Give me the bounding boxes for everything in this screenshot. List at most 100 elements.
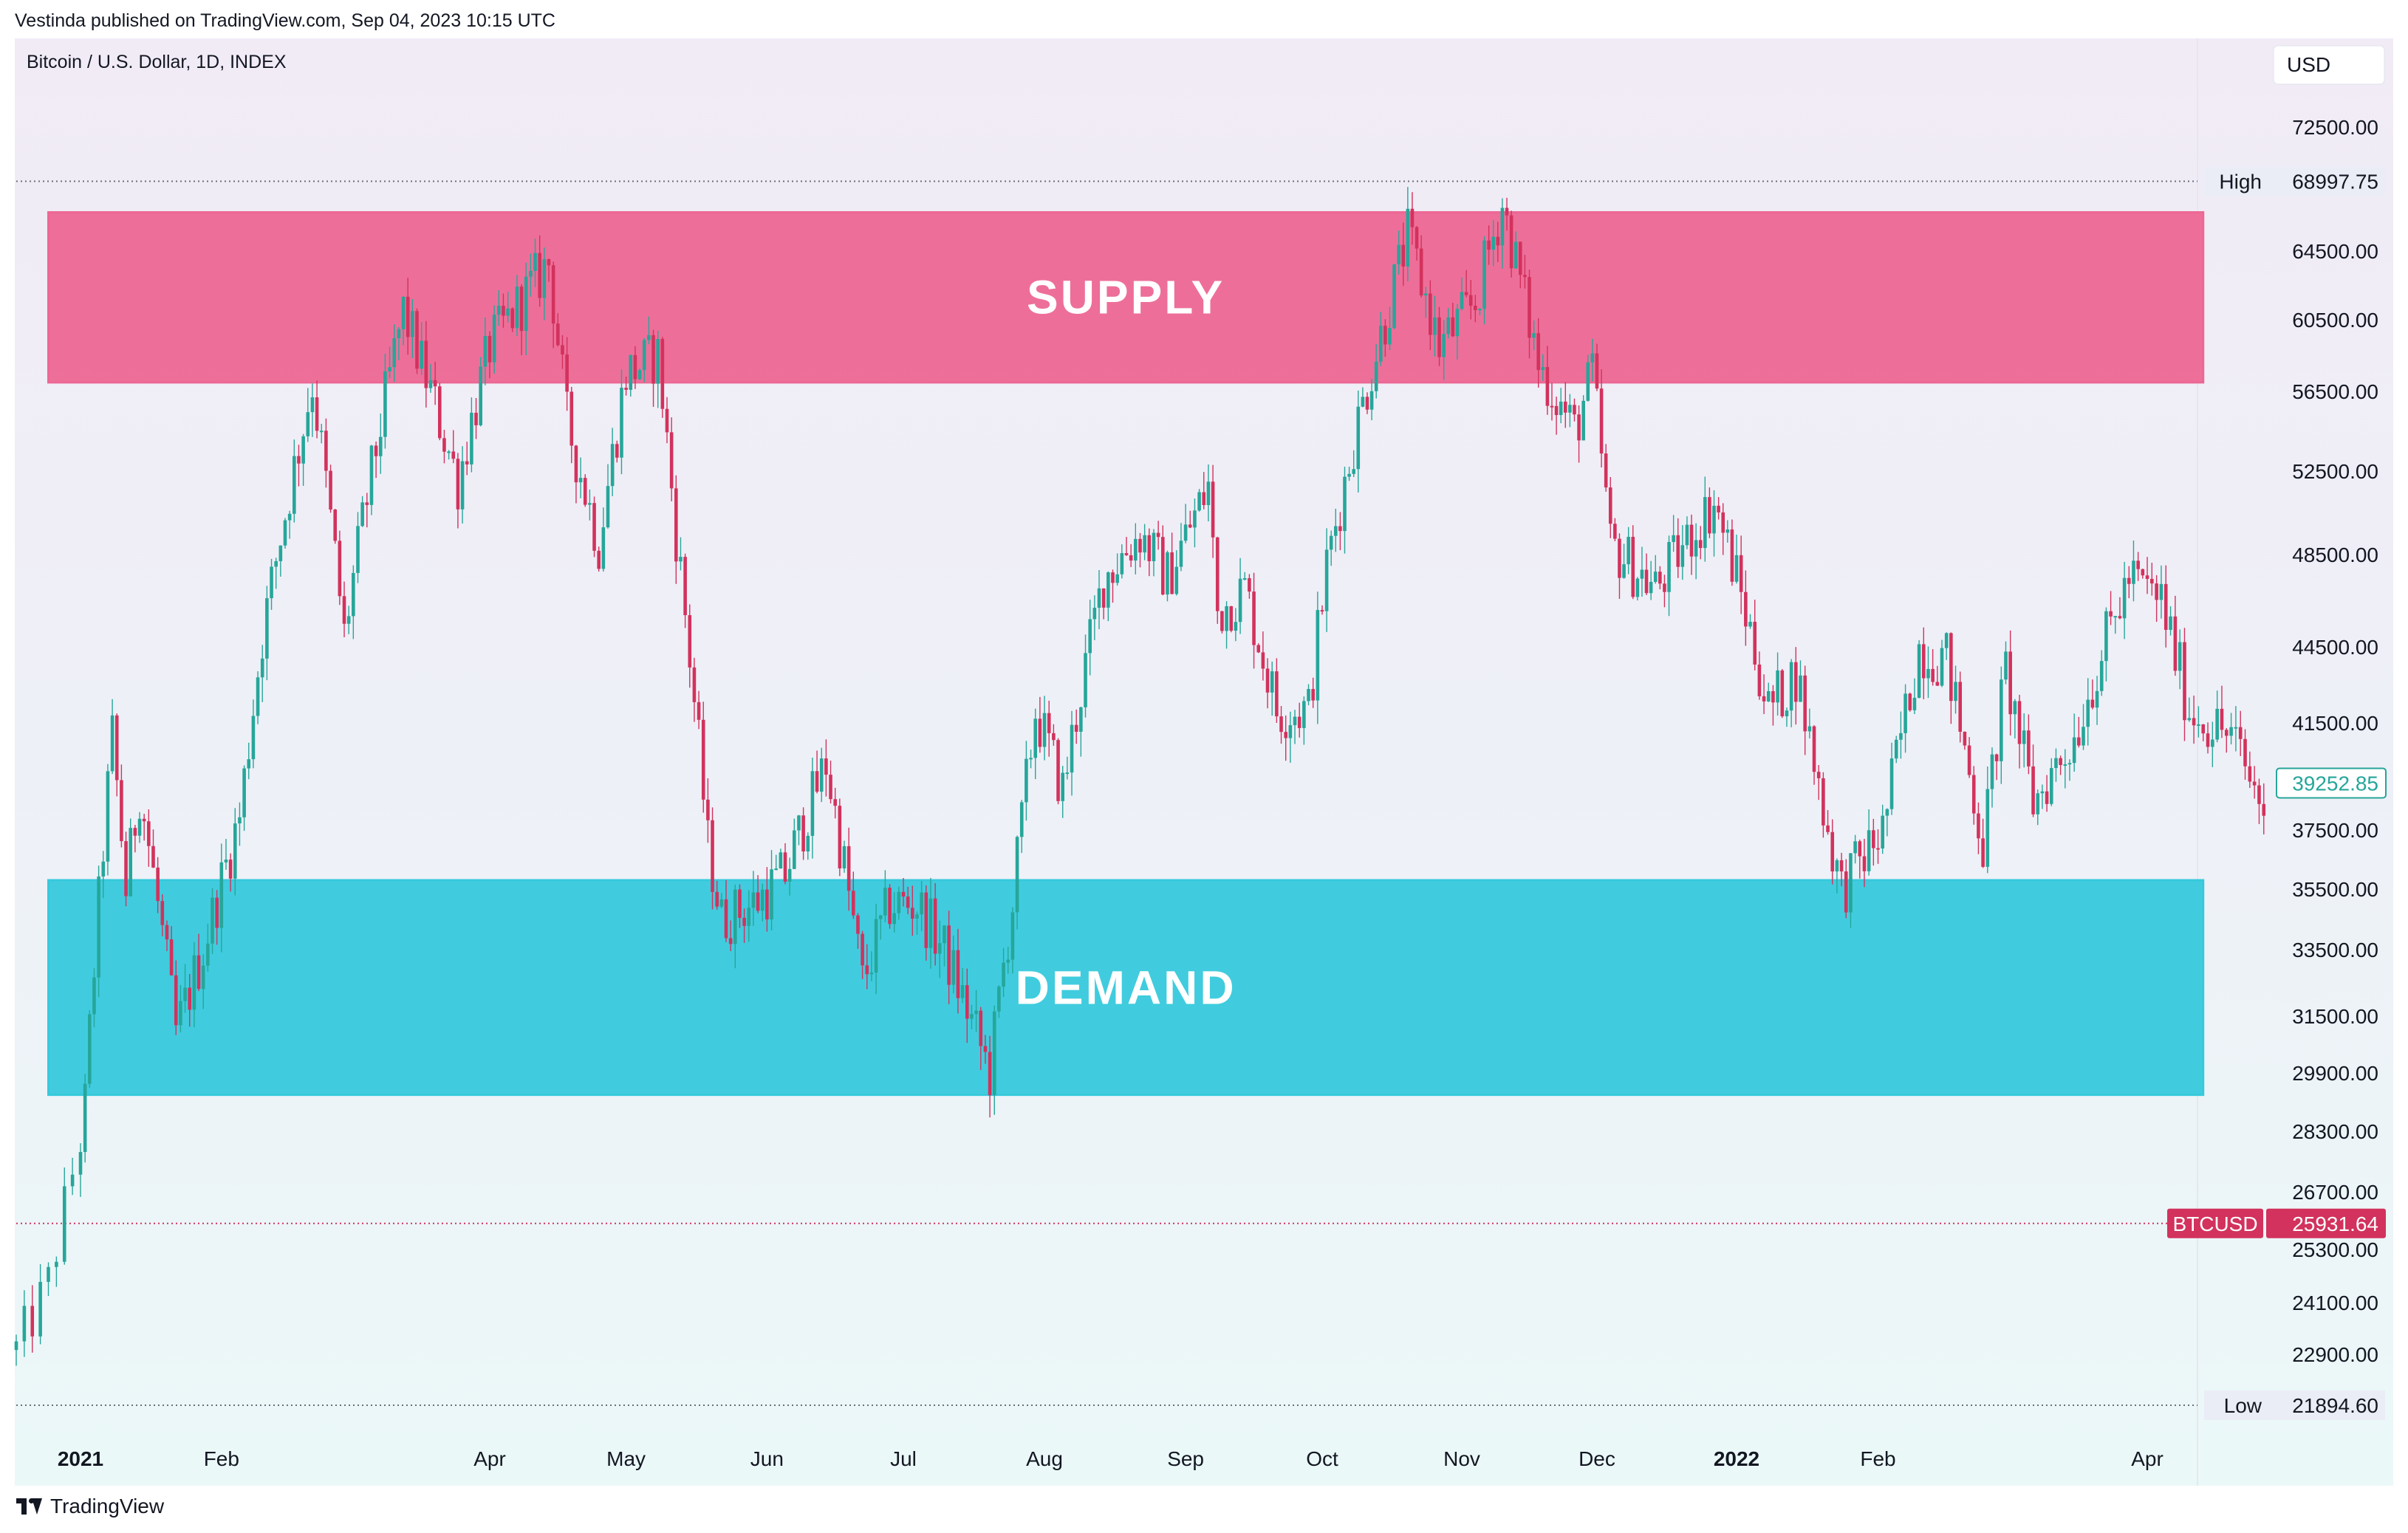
- candle-body-up: [2197, 724, 2200, 726]
- candle-body-down: [1215, 537, 1220, 611]
- candle: [1794, 647, 1798, 725]
- time-axis[interactable]: 2021 Feb Apr May Jun Jul Aug Sep Oct Nov Dec 2022 Fe…: [58, 1447, 2164, 1470]
- candle-body-up: [1406, 208, 1410, 267]
- candle-body-down: [2192, 718, 2196, 726]
- candle: [519, 284, 524, 355]
- candle: [706, 778, 710, 843]
- candle-body-down: [1383, 326, 1387, 345]
- candle-body-down: [2248, 766, 2252, 782]
- candle-body-down: [824, 758, 828, 775]
- candle-body-down: [297, 456, 301, 464]
- candle: [1550, 383, 1554, 421]
- candle-body-up: [2004, 651, 2008, 680]
- candle: [1513, 231, 1518, 270]
- candle-body-down: [1074, 724, 1078, 732]
- candles-layer: [14, 187, 2266, 1366]
- candle: [838, 798, 842, 877]
- candle-body-up: [22, 1306, 27, 1342]
- candle: [1985, 766, 1990, 874]
- candle-body-down: [188, 987, 192, 1010]
- candle-body-up: [1238, 578, 1242, 623]
- candle-body-down: [651, 335, 655, 384]
- candle: [829, 761, 832, 804]
- candle-body-up: [1799, 675, 1802, 702]
- candle: [2243, 729, 2247, 780]
- candle-body-up: [274, 560, 278, 567]
- candle: [1160, 525, 1165, 596]
- candle: [502, 293, 505, 328]
- candle-body-down: [1211, 481, 1215, 538]
- candle-body-down: [1613, 524, 1617, 539]
- candle-body-up: [38, 1281, 42, 1337]
- candle: [2031, 744, 2035, 817]
- candle: [2211, 721, 2214, 767]
- candle-body-up: [1712, 505, 1716, 534]
- candle: [2136, 552, 2140, 581]
- candle: [2169, 606, 2172, 636]
- candle-body-up: [2095, 690, 2099, 708]
- candle-body-down: [1365, 397, 1369, 410]
- candle: [2118, 597, 2122, 620]
- candle-body-up: [1513, 241, 1518, 269]
- candle: [2049, 758, 2053, 806]
- candle: [137, 812, 142, 843]
- candle: [1853, 834, 1857, 864]
- symbol-text: BTCUSD: [2172, 1213, 2257, 1235]
- candle-body-up: [2049, 768, 2053, 804]
- candle-body-up: [779, 852, 783, 869]
- candle-body-up: [506, 308, 510, 316]
- candle-body-up: [278, 545, 283, 561]
- candle-body-down: [1248, 578, 1251, 592]
- candle-body-down: [965, 985, 969, 1019]
- candle: [765, 867, 769, 932]
- candle: [1627, 527, 1630, 575]
- candle-body-up: [470, 412, 473, 464]
- candle: [1025, 741, 1028, 821]
- candle: [774, 854, 778, 871]
- candle-body-up: [233, 823, 237, 879]
- candle-body-down: [1297, 716, 1302, 728]
- candle-body-up: [1025, 758, 1028, 803]
- candle: [824, 739, 828, 797]
- candle: [1152, 529, 1156, 577]
- candle-body-up: [2082, 727, 2085, 746]
- footer-brand[interactable]: TradingView: [50, 1495, 165, 1517]
- candle: [1419, 235, 1423, 298]
- candle: [1374, 343, 1378, 399]
- candle-body-down: [1963, 731, 1967, 746]
- candle: [970, 1004, 974, 1030]
- candle-body-up: [1985, 789, 1990, 867]
- candle: [1256, 643, 1261, 654]
- candle-body-up: [1084, 653, 1087, 707]
- candle: [724, 879, 728, 942]
- candle: [810, 757, 815, 859]
- candle: [1156, 521, 1160, 550]
- candle-body-down: [1056, 740, 1060, 801]
- candle: [1680, 525, 1685, 580]
- price-axis[interactable]: 72500.00 64500.00 60500.00 56500.00 52500.00…: [2292, 116, 2378, 1366]
- candle-body-down: [2017, 701, 2022, 744]
- candle: [719, 893, 724, 908]
- candle: [2072, 713, 2076, 772]
- candle-body-down: [2164, 583, 2168, 630]
- candle: [965, 968, 969, 1043]
- candle-body-up: [401, 296, 406, 329]
- candle: [629, 354, 633, 397]
- candle-body-up: [1776, 670, 1779, 703]
- candle: [793, 818, 796, 869]
- candle-body-up: [1152, 532, 1156, 561]
- currency-button[interactable]: USD: [2273, 45, 2385, 85]
- candle: [1307, 684, 1310, 706]
- candle-body-up: [938, 943, 942, 954]
- candle-body-down: [1816, 772, 1821, 778]
- candle-body-down: [1451, 317, 1455, 337]
- candle-body-down: [174, 975, 178, 1026]
- candle: [733, 884, 737, 969]
- tradingview-logo-icon[interactable]: [16, 1498, 43, 1515]
- candle: [1378, 312, 1383, 366]
- candle: [1120, 544, 1124, 579]
- candle-body-up: [1460, 292, 1464, 309]
- candle: [911, 885, 914, 936]
- candle: [1944, 632, 1949, 660]
